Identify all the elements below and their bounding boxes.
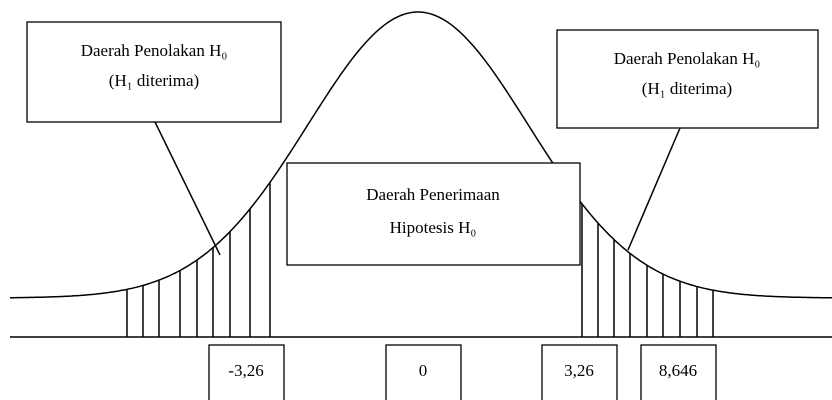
- curve-layer: [10, 11, 832, 337]
- axis-label: 8,646: [659, 361, 697, 380]
- pointer-right: [627, 127, 681, 251]
- label-box: [208, 344, 285, 400]
- acceptance-line2: Hipotesis H₀: [390, 218, 477, 237]
- right-line1: Daerah Penolakan H₀: [614, 49, 761, 68]
- right-rejection-box: [556, 29, 819, 129]
- left-line1: Daerah Penolakan H₀: [81, 41, 228, 60]
- left-line2: (H₁ diterima): [109, 71, 199, 90]
- axis-label: 0: [419, 361, 428, 380]
- label-box: [541, 344, 618, 400]
- pointer-left: [154, 121, 221, 256]
- right-line2: (H₁ diterima): [642, 79, 732, 98]
- axis-label: 3,26: [564, 361, 594, 380]
- acceptance-line1: Daerah Penerimaan: [366, 185, 500, 204]
- axis-label: -3,26: [228, 361, 263, 380]
- normal-curve: [10, 11, 832, 299]
- left-rejection-box: [26, 21, 282, 123]
- acceptance-box: [286, 162, 581, 266]
- label-box: [640, 344, 717, 400]
- label-box: [385, 344, 462, 400]
